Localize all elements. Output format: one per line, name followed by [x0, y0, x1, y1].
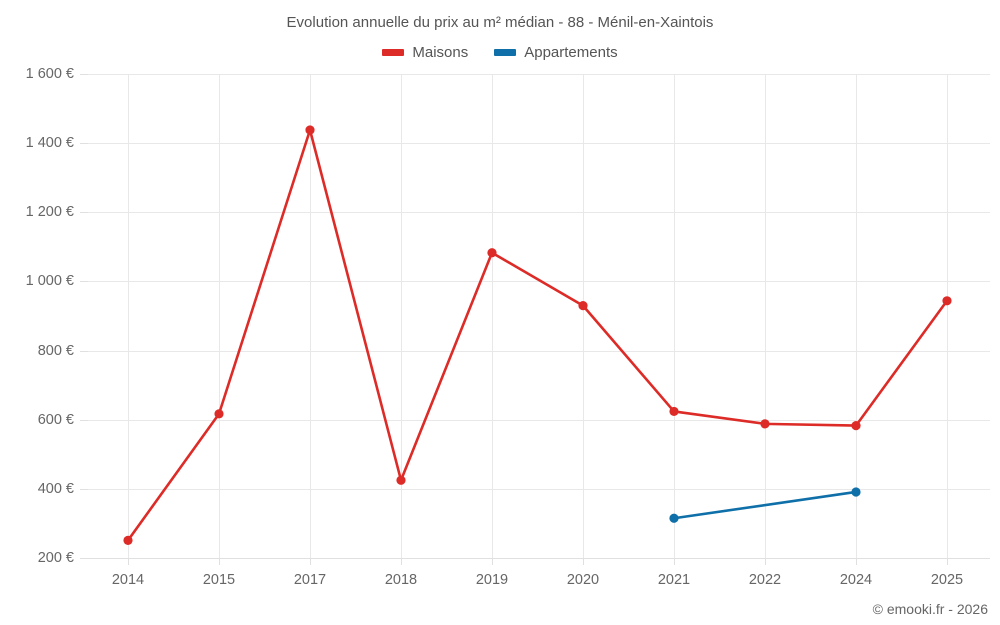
legend-item-appartements[interactable]: Appartements: [494, 44, 618, 61]
x-tick-label: 2015: [202, 572, 236, 588]
x-tick-mark: [856, 558, 857, 565]
x-tick-mark: [492, 558, 493, 565]
x-tick-label: 2025: [930, 572, 964, 588]
x-tick-mark: [401, 558, 402, 565]
y-tick-label: 1 600 €: [25, 66, 74, 82]
legend-label-appartements: Appartements: [524, 44, 618, 61]
x-tick-mark: [674, 558, 675, 565]
x-axis: 2014 2015 2017 2018 2019 2020 2021 2022 2024 2025: [0, 558, 1000, 598]
legend-swatch-maisons: [382, 49, 405, 56]
x-tick-label: 2021: [657, 572, 691, 588]
x-tick-mark: [310, 558, 311, 565]
x-tick-label: 2024: [839, 572, 873, 588]
y-tick-label: 200 €: [37, 550, 74, 566]
y-tick-mark: [80, 350, 88, 352]
footer-credit: © emooki.fr - 2026: [872, 601, 988, 617]
gridline-vertical: [674, 74, 675, 558]
x-tick-mark: [128, 558, 129, 565]
x-tick-label: 2019: [475, 572, 509, 588]
y-tick-mark: [80, 143, 88, 145]
plot-area: [88, 74, 990, 559]
legend-label-maisons: Maisons: [412, 44, 469, 61]
y-tick-label: 1 000 €: [25, 273, 74, 290]
x-tick-label: 2022: [748, 572, 782, 588]
chart-legend: Maisons Appartements: [0, 44, 1000, 61]
gridline-vertical: [492, 74, 493, 558]
x-tick-mark: [765, 558, 766, 565]
x-tick-mark: [219, 558, 220, 565]
gridline-horizontal: [88, 350, 990, 352]
y-tick-label: 600 €: [37, 411, 74, 428]
x-tick-label: 2014: [111, 572, 145, 588]
gridline-vertical: [401, 74, 402, 558]
gridline-horizontal: [88, 143, 990, 145]
y-tick-label: 400 €: [37, 480, 74, 497]
chart-title: Evolution annuelle du prix au m² médian …: [286, 14, 714, 31]
y-tick-mark: [80, 212, 88, 214]
x-axis-baseline: [88, 558, 990, 559]
y-tick-mark: [80, 74, 88, 75]
gridline-vertical: [947, 74, 948, 558]
gridline-horizontal: [88, 488, 990, 490]
y-axis: 200 € 400 € 600 € 800 € 1 000 € 1 200 € 1 400 …: [0, 66, 80, 566]
x-tick-mark: [583, 558, 584, 565]
gridline-vertical: [128, 74, 129, 558]
legend-swatch-appartements: [494, 49, 517, 56]
gridline-vertical: [856, 74, 857, 558]
x-tick-mark: [947, 558, 948, 565]
gridline-vertical: [310, 74, 311, 558]
y-tick-label: 800 €: [37, 342, 74, 359]
gridline-vertical: [583, 74, 584, 558]
x-tick-label: 2017: [293, 572, 327, 588]
x-tick-label: 2018: [384, 572, 418, 588]
y-tick-label: 1 200 €: [25, 204, 74, 221]
gridline-horizontal: [88, 212, 990, 214]
y-tick-label: 1 400 €: [25, 135, 74, 152]
gridline-horizontal: [88, 74, 990, 75]
y-tick-mark: [80, 488, 88, 490]
gridline-vertical: [219, 74, 220, 558]
x-tick-label: 2020: [566, 572, 600, 588]
y-tick-mark: [80, 558, 88, 559]
legend-item-maisons[interactable]: Maisons: [382, 44, 468, 61]
gridline-vertical: [765, 74, 766, 558]
gridline-horizontal: [88, 419, 990, 421]
y-tick-mark: [80, 281, 88, 283]
gridline-horizontal: [88, 281, 990, 283]
y-tick-mark: [80, 419, 88, 421]
